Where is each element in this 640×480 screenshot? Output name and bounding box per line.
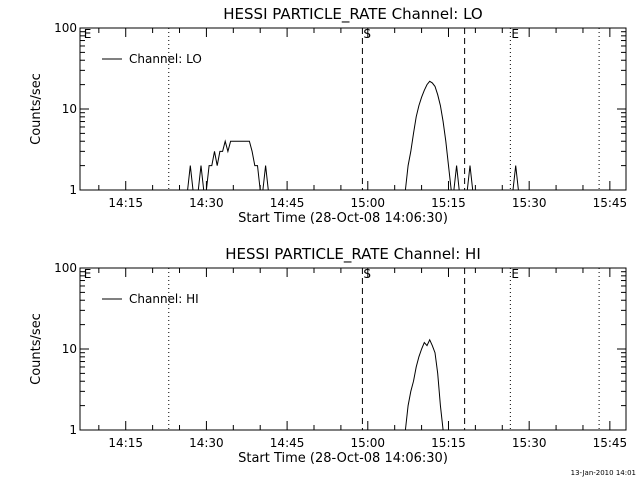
event-marker-label: E — [84, 27, 92, 41]
data-line-segment — [205, 139, 261, 191]
x-tick-label: 14:15 — [108, 196, 143, 210]
chart-panel-2: HESSI PARTICLE_RATE Channel: HI 1 10 100 14:… — [29, 245, 627, 466]
data-line-segment — [512, 165, 519, 191]
x-tick-label: 15:00 — [350, 436, 385, 450]
chart-title: HESSI PARTICLE_RATE Channel: HI — [225, 245, 481, 264]
legend-label: Channel: LO — [129, 52, 202, 66]
data-line-segment — [197, 165, 205, 191]
data-line-segment — [453, 165, 460, 191]
data-line-segment — [404, 80, 452, 191]
y-tick-label: 10 — [62, 102, 77, 116]
x-tick-label: 15:15 — [431, 436, 466, 450]
x-tick-label: 14:30 — [189, 436, 224, 450]
y-tick-label: 100 — [54, 21, 77, 35]
x-tick-label: 14:45 — [270, 436, 305, 450]
event-marker-label: E — [511, 267, 519, 281]
x-axis-label: Start Time (28-Oct-08 14:06:30) — [238, 211, 448, 226]
data-line-segment — [262, 165, 269, 191]
x-tick-label: 15:30 — [512, 436, 547, 450]
y-tick-label: 1 — [69, 423, 77, 437]
x-tick-label: 15:00 — [350, 196, 385, 210]
event-marker-label: S — [363, 27, 371, 41]
x-tick-label: 14:15 — [108, 436, 143, 450]
event-marker-label: S — [363, 267, 371, 281]
legend-label: Channel: HI — [129, 292, 199, 306]
x-tick-label: 14:30 — [189, 196, 224, 210]
y-axis-label: Counts/sec — [29, 313, 44, 385]
event-marker-label: E — [84, 267, 92, 281]
y-tick-label: 1 — [69, 183, 77, 197]
y-axis-label: Counts/sec — [29, 73, 44, 145]
data-line-segment — [404, 338, 444, 431]
x-tick-label: 15:45 — [593, 436, 628, 450]
y-tick-label: 100 — [54, 261, 77, 275]
data-line-segment — [466, 165, 474, 191]
x-tick-label: 14:45 — [270, 196, 305, 210]
x-tick-label: 15:15 — [431, 196, 466, 210]
x-axis-label: Start Time (28-Oct-08 14:06:30) — [238, 451, 448, 466]
chart-title: HESSI PARTICLE_RATE Channel: LO — [223, 5, 482, 24]
footer-timestamp: 13-Jan-2010 14:01 — [570, 469, 636, 477]
x-tick-label: 15:45 — [593, 196, 628, 210]
event-marker-label: E — [511, 27, 519, 41]
x-tick-label: 15:30 — [512, 196, 547, 210]
y-tick-label: 10 — [62, 342, 77, 356]
chart-panel-1: HESSI PARTICLE_RATE Channel: LO 1 10 100 14:… — [29, 5, 627, 226]
data-line-segment — [187, 165, 194, 191]
